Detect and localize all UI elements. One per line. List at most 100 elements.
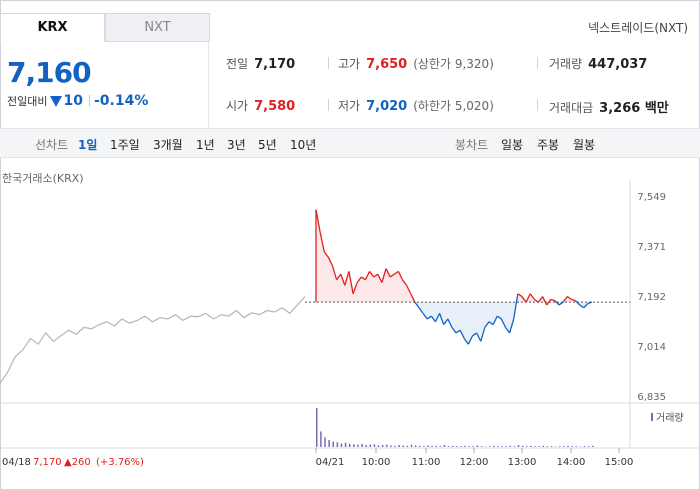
price-area-segment xyxy=(460,302,465,339)
stat-label: 거래대금 xyxy=(549,101,594,115)
prev-day-close: 7,170 xyxy=(33,457,62,468)
price-line-segment xyxy=(438,313,445,325)
price-area-segment xyxy=(316,209,321,303)
price-line-segment xyxy=(315,209,321,233)
prev-day-change-pct: (+3.76%) xyxy=(96,457,144,468)
y-tick-label: 7,549 xyxy=(637,192,666,203)
price-line-segment xyxy=(575,300,581,306)
candle-daily[interactable]: 일봉 xyxy=(501,138,524,152)
price-area-segment xyxy=(509,302,514,333)
price-line-segment xyxy=(401,279,408,286)
x-tick-label: 11:00 xyxy=(412,457,441,468)
price-line-segment xyxy=(525,293,531,303)
price-line-segment xyxy=(364,271,371,281)
prev-day-change: ▲260 xyxy=(64,457,91,468)
price-line-segment xyxy=(537,296,544,303)
price-area-segment xyxy=(451,302,457,333)
volume-bar xyxy=(489,446,491,447)
x-tick-label: 13:00 xyxy=(508,457,537,468)
volume-bar xyxy=(320,431,322,447)
tab-nxt[interactable]: NXT xyxy=(105,13,210,42)
price-line-segment xyxy=(476,332,482,342)
stat-high: 고가 7,650 (상한가 9,320) xyxy=(338,55,494,72)
volume-bar xyxy=(427,445,429,447)
candle-weekly[interactable]: 주봉 xyxy=(537,138,560,152)
price-area-segment xyxy=(386,268,391,303)
volume-bar xyxy=(377,445,380,447)
tab-krx[interactable]: KRX xyxy=(0,13,105,42)
price-area-segment xyxy=(443,302,448,325)
volume-bar xyxy=(513,446,516,447)
price-line-segment xyxy=(369,270,375,278)
volume-bar xyxy=(431,445,433,447)
volume-bar xyxy=(521,445,524,447)
volume-bar xyxy=(443,445,446,447)
stat-value: 447,037 xyxy=(588,57,648,72)
volume-bar xyxy=(410,444,413,447)
volume-bar xyxy=(464,445,466,447)
price-area-segment xyxy=(559,302,564,305)
price-line-segment xyxy=(521,296,527,303)
x-tick-label: 10:00 xyxy=(362,457,391,468)
volume-bar xyxy=(587,446,590,447)
down-arrow-icon xyxy=(50,95,63,107)
period-10y[interactable]: 10년 xyxy=(290,138,317,152)
stat-prev-close: 전일 7,170 xyxy=(226,55,295,72)
volume-bar xyxy=(509,445,512,447)
volume-bar xyxy=(567,445,569,447)
price-line-segment xyxy=(562,296,568,303)
price-area-segment xyxy=(406,285,411,303)
period-1w[interactable]: 1주일 xyxy=(110,138,140,152)
price-area-segment xyxy=(435,302,440,322)
stat-amount: 거래대금 3,266 백만 xyxy=(549,97,669,116)
y-tick-label: 7,371 xyxy=(637,242,666,253)
period-1y[interactable]: 1년 xyxy=(196,138,215,152)
price-area-segment xyxy=(497,302,502,319)
nxt-link[interactable]: 넥스트레이드(NXT) xyxy=(588,21,688,35)
price-line-segment xyxy=(587,301,593,305)
stat-low: 저가 7,020 (하한가 5,020) xyxy=(338,97,494,114)
y-tick-label: 7,192 xyxy=(637,292,666,303)
volume-bar xyxy=(534,446,536,447)
period-5y[interactable]: 5년 xyxy=(258,138,277,152)
price-area-segment xyxy=(353,282,358,303)
candle-monthly[interactable]: 월봉 xyxy=(573,138,596,152)
volume-bar xyxy=(357,444,359,447)
volume-bar xyxy=(546,446,549,447)
period-3y[interactable]: 3년 xyxy=(227,138,246,152)
volume-bar xyxy=(418,445,421,447)
volume-bar xyxy=(353,444,355,447)
volume-bar xyxy=(497,446,499,447)
period-1d[interactable]: 1일 xyxy=(78,138,98,152)
volume-bar xyxy=(369,444,372,447)
volume-bar xyxy=(402,445,405,447)
price-line-segment xyxy=(529,293,535,300)
price-line-segment xyxy=(385,268,391,278)
price-line-segment xyxy=(566,296,572,300)
volume-bar xyxy=(563,446,565,447)
volume-bar xyxy=(571,446,573,447)
stat-value: 7,170 xyxy=(254,57,296,72)
volume-bar xyxy=(316,408,318,447)
price-line-segment xyxy=(397,271,404,281)
price-line-segment xyxy=(533,298,539,303)
price-area-segment xyxy=(381,268,387,303)
price-area-segment xyxy=(402,279,407,303)
stat-label: 거래량 xyxy=(549,57,583,71)
price-line-segment xyxy=(500,318,507,328)
price-chart[interactable]: 7,549 7,371 7,192 7,014 6,835 거래량 04/21 10:00 11… xyxy=(0,180,700,490)
period-3m[interactable]: 3개월 xyxy=(153,138,183,152)
y-tick-label: 7,014 xyxy=(637,342,666,353)
y-tick-label: 6,835 xyxy=(637,392,666,403)
stat-value: 7,580 xyxy=(254,99,296,114)
stat-label: 고가 xyxy=(338,57,361,71)
price-line-segment xyxy=(455,329,461,334)
price-line-segment xyxy=(381,268,387,283)
price-line-segment xyxy=(546,298,552,306)
stat-value: 7,020 xyxy=(366,99,408,114)
volume-bar xyxy=(332,441,334,447)
period-bar: 선차트 1일 1주일 3개월 1년 3년 5년 10년 봉차트 일봉 주봉 월봉 xyxy=(0,128,700,158)
volume-bar xyxy=(423,446,425,447)
volume-bar xyxy=(559,446,561,447)
stats-divider xyxy=(208,42,209,128)
